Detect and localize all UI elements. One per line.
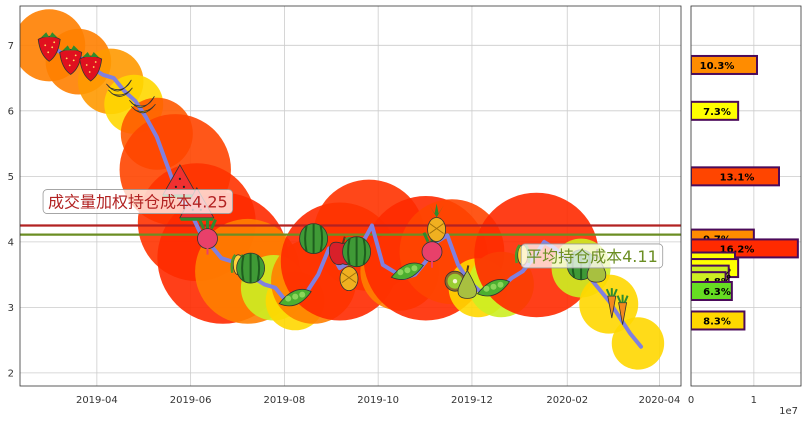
main-x-axis: 2019-04 2019-06 2019-08 2019-10 2019-12 2020-…	[76, 395, 680, 406]
carrot-icon	[605, 288, 618, 319]
x-tick-label: 2019-10	[357, 395, 399, 406]
bar-percent-label: 13.1%	[720, 172, 755, 183]
x-tick-label: 2020-04	[639, 395, 681, 406]
main-y-axis: 2 3 4 5 6 7	[8, 41, 14, 380]
pineapple-icon	[339, 252, 359, 292]
annotation-box	[42, 189, 234, 214]
pineapple-icon	[427, 203, 447, 242]
distribution-bar	[691, 100, 740, 121]
side-plot-area: 10.3%7.3%13.1%9.7%16.2%6.9%7.1%5.2%4.8%6…	[691, 54, 799, 331]
annotation-label: 成交量加权持仓成本4.25	[48, 193, 228, 212]
y-tick-label: 2	[8, 368, 14, 379]
bar-percent-label: 10.3%	[700, 61, 735, 72]
strawberry-icon	[79, 52, 103, 82]
cost-annotation: 成交量加权持仓成本4.25	[42, 189, 234, 214]
y-tick-label: 6	[8, 106, 14, 117]
x-tick-label: 2019-04	[76, 395, 118, 406]
melon-icon	[342, 236, 372, 268]
strawberry-icon	[37, 32, 61, 62]
distribution-bar	[691, 166, 780, 187]
x-tick-label: 2019-12	[451, 395, 493, 406]
x-tick-label: 2020-02	[546, 395, 588, 406]
main-plot-frame	[19, 5, 682, 387]
peapod-icon	[278, 288, 312, 307]
side-x-multiplier: 1e7	[779, 406, 798, 417]
bar-percent-label: 7.3%	[703, 107, 731, 118]
bar-percent-label: 8.3%	[703, 316, 731, 327]
annotation-box	[520, 243, 664, 269]
distribution-bar	[691, 281, 733, 301]
distribution-bar	[691, 310, 746, 331]
y-tick-label: 7	[8, 41, 14, 52]
distribution-bar	[691, 54, 758, 75]
cost-annotations: 成交量加权持仓成本4.25 平均持仓成本4.11	[42, 189, 664, 269]
peapod-icon	[390, 262, 424, 280]
bar-percent-label: 6.3%	[703, 287, 731, 298]
strawberry-icon	[59, 45, 83, 75]
side-x-tick-label: 1	[751, 395, 757, 406]
annotation-label: 平均持仓成本4.11	[526, 247, 658, 266]
bar-percent-label: 16.2%	[720, 244, 755, 255]
cost-annotation: 平均持仓成本4.11	[520, 243, 664, 269]
side-x-tick-label: 0	[688, 395, 694, 406]
x-tick-label: 2019-06	[170, 395, 212, 406]
distribution-bars: 10.3%7.3%13.1%9.7%16.2%6.9%7.1%5.2%4.8%6…	[691, 54, 799, 331]
y-tick-label: 3	[8, 303, 14, 314]
melon-icon	[299, 223, 329, 255]
main-gridlines	[20, 6, 681, 386]
main-plot-area: 成交量加权持仓成本4.25 平均持仓成本4.11	[20, 9, 681, 370]
cost-lines	[20, 224, 681, 236]
carrot-icon	[616, 294, 629, 325]
y-tick-label: 4	[8, 237, 14, 248]
banana-icon	[106, 79, 133, 97]
banana-icon	[129, 96, 156, 114]
side-plot-frame	[690, 5, 802, 387]
peapod-icon	[476, 279, 511, 297]
y-tick-label: 5	[8, 172, 14, 183]
radish-icon	[197, 218, 218, 255]
melon-icon	[236, 252, 266, 284]
fruit-icons	[37, 32, 629, 325]
pear-icon	[457, 265, 477, 299]
x-tick-label: 2019-08	[264, 395, 306, 406]
